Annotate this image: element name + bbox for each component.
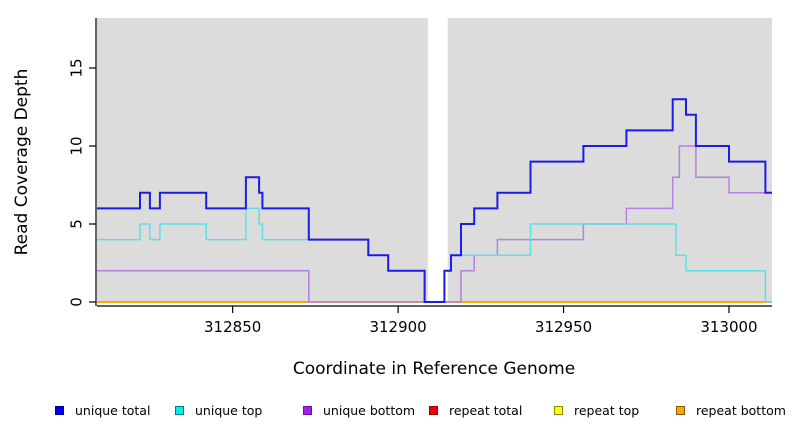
y-axis-title: Read Coverage Depth bbox=[12, 69, 32, 256]
legend-item-unique-bottom: unique bottom bbox=[303, 399, 415, 421]
x-tick-label: 312850 bbox=[204, 318, 261, 336]
series-line-unique-total bbox=[97, 98, 772, 303]
x-tick-label: 313000 bbox=[700, 318, 757, 336]
legend-swatch-icon bbox=[303, 405, 312, 415]
legend-swatch-icon bbox=[554, 405, 563, 415]
y-tick-label: 5 bbox=[67, 219, 85, 229]
legend-swatch-icon bbox=[676, 405, 685, 415]
plot-panel-layer bbox=[97, 18, 772, 303]
y-tick-label: 10 bbox=[67, 136, 85, 155]
y-tick-label: 0 bbox=[67, 297, 85, 307]
legend-label: unique top bbox=[195, 402, 263, 418]
x-tick-label: 312900 bbox=[369, 318, 426, 336]
legend-swatch-icon bbox=[175, 405, 184, 415]
legend-label: repeat total bbox=[449, 402, 523, 418]
axes-layer: 0 5 10 15 312850 312900 312950 313000 bbox=[67, 18, 772, 336]
legend-swatch-icon bbox=[429, 405, 438, 415]
legend-item-repeat-bottom: repeat bottom bbox=[676, 399, 786, 421]
legend-item-unique-top: unique top bbox=[175, 399, 262, 421]
legend-label: repeat bottom bbox=[696, 402, 786, 418]
legend-label: unique total bbox=[75, 402, 151, 418]
legend-item-repeat-total: repeat total bbox=[429, 399, 522, 421]
legend-item-unique-total: unique total bbox=[55, 399, 150, 421]
legend-item-repeat-top: repeat top bbox=[554, 399, 639, 421]
coverage-chart: 0 5 10 15 312850 312900 312950 313000 Coordinat… bbox=[12, 18, 772, 379]
x-axis-title: Coordinate in Reference Genome bbox=[293, 359, 575, 379]
y-tick-label: 15 bbox=[67, 58, 85, 77]
no-data-gap-band bbox=[427, 18, 448, 303]
chart-legend: unique total unique top unique bottom repea… bbox=[0, 399, 792, 425]
legend-label: unique bottom bbox=[323, 402, 416, 418]
legend-label: repeat top bbox=[574, 402, 640, 418]
legend-swatch-icon bbox=[55, 405, 64, 415]
x-tick-label: 312950 bbox=[535, 318, 592, 336]
series-layer bbox=[97, 98, 772, 303]
